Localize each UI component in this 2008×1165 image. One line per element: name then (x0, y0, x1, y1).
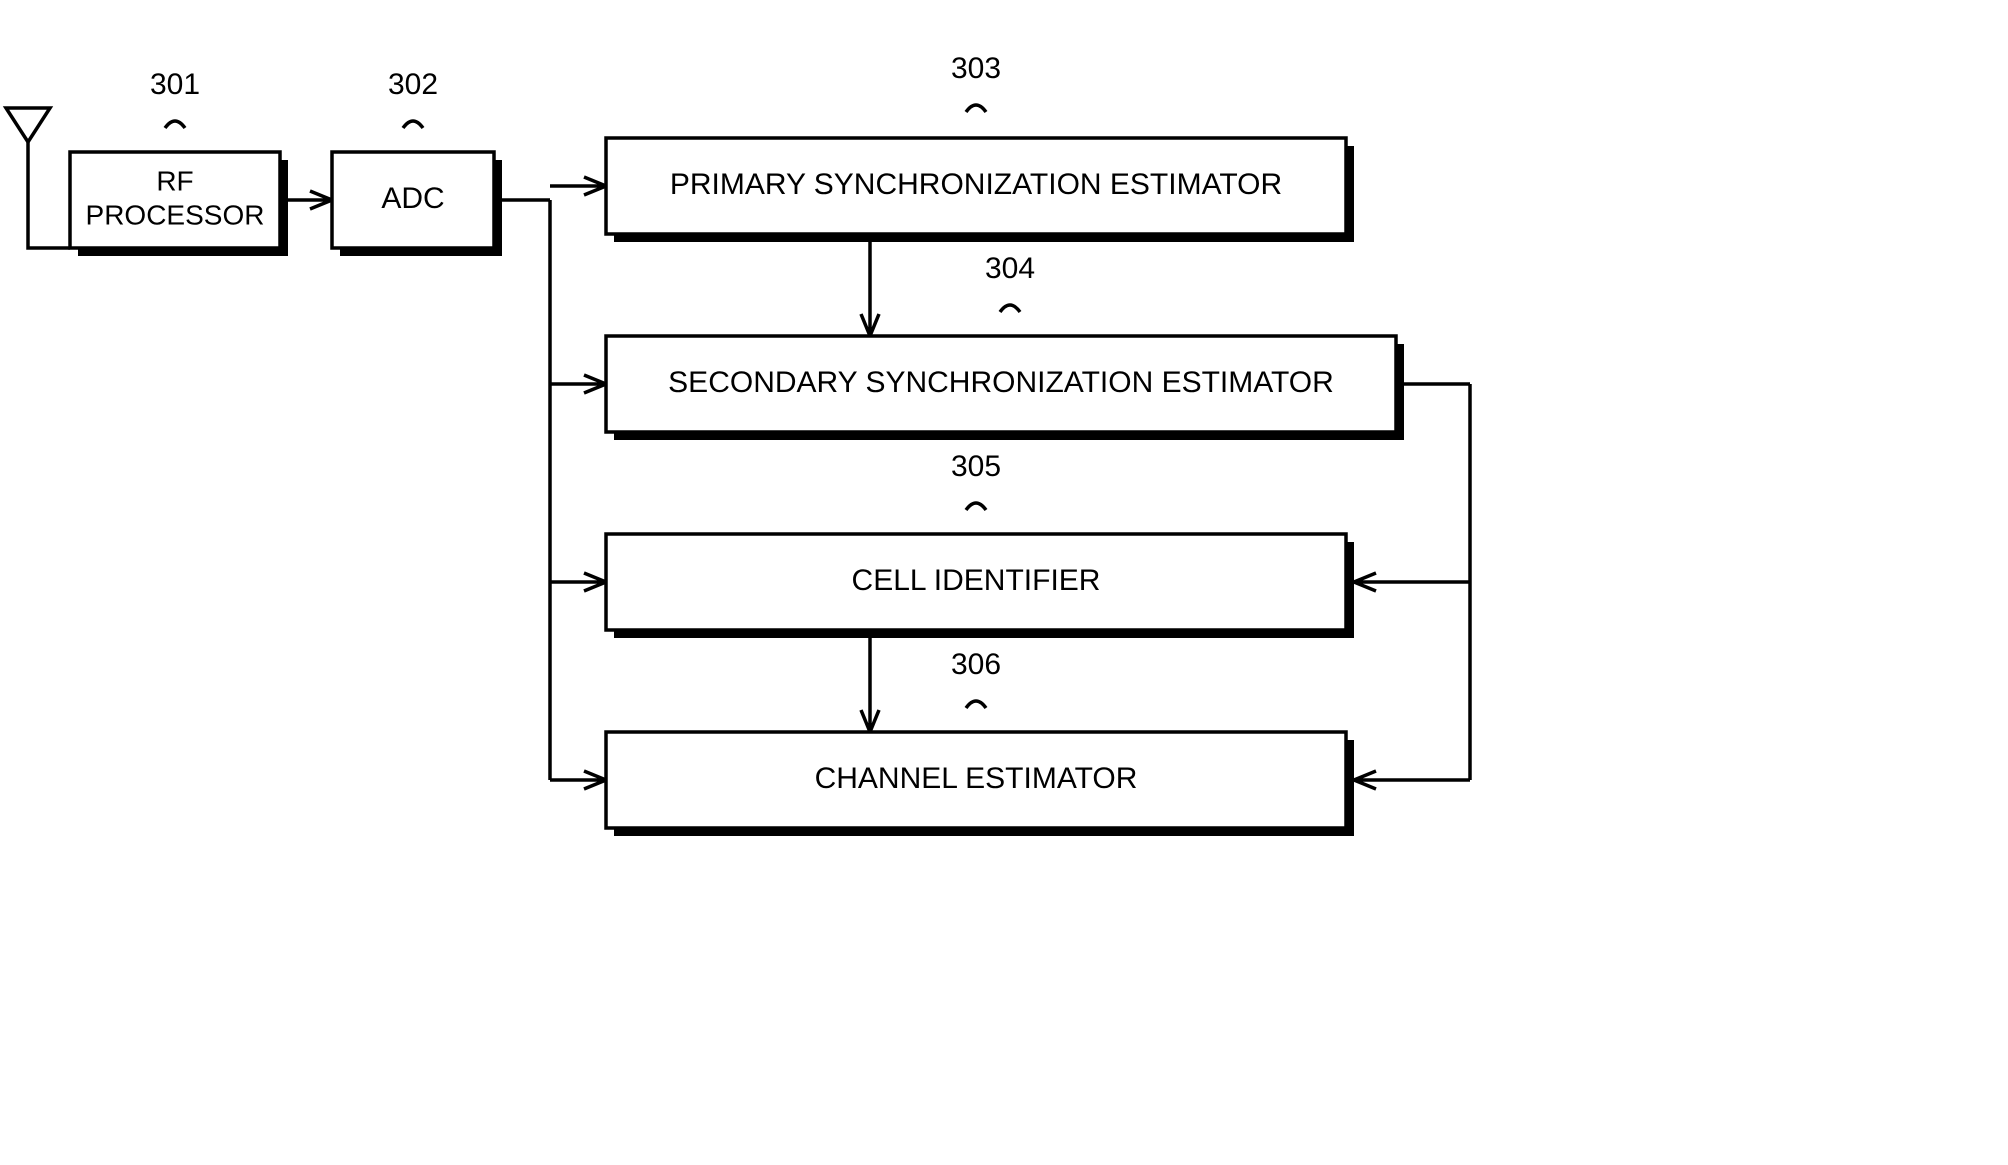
secondary-sync-estimator-box: SECONDARY SYNCHRONIZATION ESTIMATOR 304 (606, 252, 1404, 440)
edge-bus-sse (550, 375, 606, 393)
edge-cell-chan (861, 638, 879, 732)
channel-estimator-box: CHANNEL ESTIMATOR 306 (606, 648, 1354, 836)
edge-rail-cell (1354, 573, 1470, 591)
channel-estimator-box-ref: 306 (951, 648, 1001, 681)
primary-sync-estimator-box-ref: 303 (951, 52, 1001, 85)
primary-sync-estimator-box: PRIMARY SYNCHRONIZATION ESTIMATOR 303 (606, 52, 1354, 242)
cell-identifier-box-label: CELL IDENTIFIER (852, 564, 1101, 597)
rf-processor-box: RFPROCESSOR 301 (70, 68, 288, 256)
edge-rail-chan (1354, 771, 1470, 789)
antenna-icon (6, 108, 70, 248)
cell-identifier-box-ref: 305 (951, 450, 1001, 483)
adc-box-label: ADC (381, 182, 444, 215)
adc-box-ref: 302 (388, 68, 438, 101)
rf-processor-box-label: PROCESSOR (86, 199, 265, 230)
secondary-sync-estimator-box-ref: 304 (985, 252, 1035, 285)
cell-identifier-box: CELL IDENTIFIER 305 (606, 450, 1354, 638)
primary-sync-estimator-box-label: PRIMARY SYNCHRONIZATION ESTIMATOR (670, 168, 1282, 201)
secondary-sync-estimator-box-label: SECONDARY SYNCHRONIZATION ESTIMATOR (668, 366, 1334, 399)
adc-box: ADC 302 (332, 68, 502, 256)
edge-bus-pse (550, 177, 606, 195)
edge-bus-chan (550, 771, 606, 789)
edge-pse-sse (861, 242, 879, 336)
rf-processor-box-ref: 301 (150, 68, 200, 101)
rf-processor-box-label: RF (156, 165, 193, 196)
channel-estimator-box-label: CHANNEL ESTIMATOR (815, 762, 1138, 795)
edge-bus-cell (550, 573, 606, 591)
